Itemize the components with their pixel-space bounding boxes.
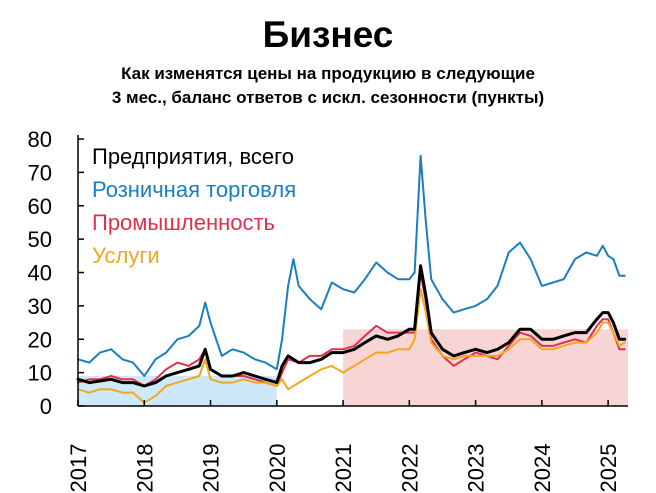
- series-line-4: [77, 288, 626, 404]
- chart-subtitle-line2: 3 мес., баланс ответов с искл. сезонност…: [111, 88, 545, 107]
- x-tick-label-2018: 2018: [132, 444, 157, 493]
- legend: Предприятия, всего Розничная торговля Пром…: [92, 144, 296, 268]
- y-tick-label-50: 50: [28, 227, 52, 252]
- legend-item-3: Промышленность: [92, 210, 275, 235]
- axes: [77, 135, 628, 407]
- y-tick-label-40: 40: [28, 261, 52, 286]
- x-tick-label-2024: 2024: [530, 444, 555, 493]
- x-tick-label-2025: 2025: [596, 444, 621, 493]
- x-tick-label-2022: 2022: [397, 444, 422, 493]
- series-lines: [76, 154, 627, 404]
- chart-subtitle-line1: Как изменятся цены на продукцию в следую…: [121, 64, 535, 83]
- x-axis-ticks: 2017 2018 2019 2020 2021 2022 2023 2024 2025: [66, 400, 621, 492]
- y-tick-label-10: 10: [28, 361, 52, 386]
- x-tick-label-2023: 2023: [464, 444, 489, 493]
- x-tick-label-2020: 2020: [265, 444, 290, 493]
- y-axis-ticks: 0 10 20 30 40 50 60 70 80: [28, 127, 84, 419]
- y-tick-label-80: 80: [28, 127, 52, 152]
- series-line-2: [77, 154, 626, 377]
- chart-title: Бизнес: [262, 14, 394, 55]
- legend-item-4: Услуги: [92, 243, 160, 268]
- x-tick-label-2017: 2017: [66, 444, 91, 493]
- series-line-3: [77, 271, 626, 387]
- legend-item-1: Предприятия, всего: [92, 144, 294, 169]
- shaded-region-1: [78, 375, 277, 406]
- y-tick-label-0: 0: [40, 394, 52, 419]
- y-tick-label-60: 60: [28, 194, 52, 219]
- y-tick-label-20: 20: [28, 327, 52, 352]
- x-tick-label-2019: 2019: [199, 444, 224, 493]
- series-line-1: [76, 264, 627, 388]
- legend-item-2: Розничная торговля: [92, 177, 296, 202]
- x-tick-label-2021: 2021: [331, 444, 356, 493]
- shaded-region-2: [343, 329, 628, 406]
- y-tick-label-30: 30: [28, 294, 52, 319]
- y-tick-label-70: 70: [28, 160, 52, 185]
